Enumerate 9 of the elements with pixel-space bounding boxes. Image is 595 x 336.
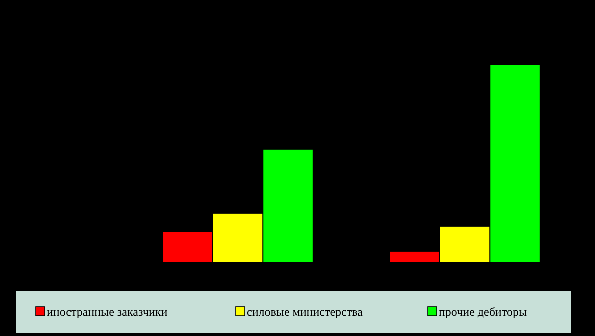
legend-label: силовые министерства xyxy=(247,305,364,319)
bar xyxy=(163,232,212,262)
bar xyxy=(490,65,540,262)
bar xyxy=(390,252,440,262)
legend-label: иностранные заказчики xyxy=(47,305,168,319)
bar xyxy=(264,150,313,262)
bar xyxy=(440,226,490,262)
legend-label: прочие дебиторы xyxy=(439,305,528,319)
bar xyxy=(213,214,263,262)
